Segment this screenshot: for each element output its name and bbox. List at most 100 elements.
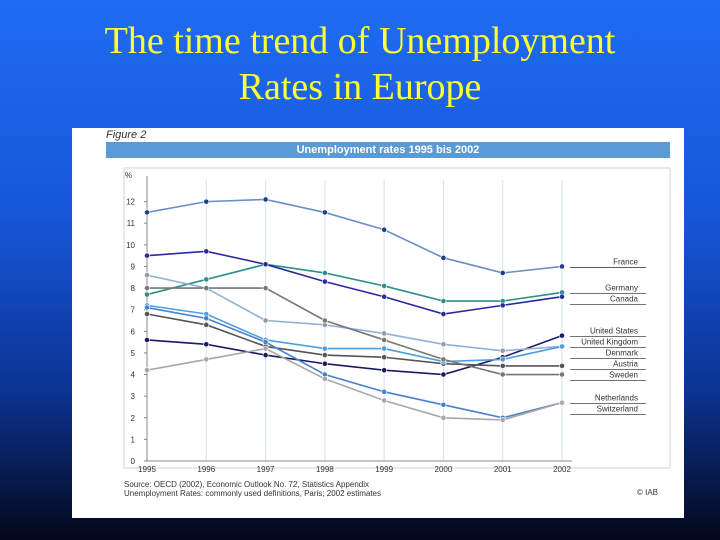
series-4-point-7 bbox=[559, 362, 565, 369]
series-line-2 bbox=[146, 250, 563, 315]
series-4-point-1 bbox=[203, 321, 210, 328]
y-tick-label-3: 3 bbox=[131, 392, 136, 401]
y-tick-label-9: 9 bbox=[131, 262, 136, 271]
series-3-point-7 bbox=[559, 332, 565, 339]
series-0-point-0 bbox=[144, 209, 150, 216]
series-0-point-6 bbox=[499, 270, 506, 276]
series-line-9 bbox=[146, 347, 563, 421]
series-5-point-5 bbox=[440, 341, 447, 348]
legend-label-0: France bbox=[613, 257, 638, 266]
series-line-0 bbox=[146, 198, 563, 274]
series-8-point-5 bbox=[440, 401, 447, 408]
x-tick-label-3: 1998 bbox=[316, 465, 334, 474]
series-7-point-6 bbox=[499, 371, 506, 378]
figure-panel: Figure 2 Unemployment rates 1995 bis 200… bbox=[72, 128, 684, 518]
series-2-point-5 bbox=[440, 311, 447, 317]
x-tick-label-7: 2002 bbox=[553, 465, 571, 474]
series-2-point-2 bbox=[262, 261, 269, 268]
series-line-6 bbox=[146, 304, 563, 363]
series-5-point-0 bbox=[144, 272, 150, 279]
series-5-point-4 bbox=[381, 330, 388, 337]
series-6-point-3 bbox=[321, 345, 328, 352]
series-7-point-7 bbox=[559, 371, 565, 378]
series-3-point-1 bbox=[203, 341, 210, 348]
legend-label-9: Switzerland bbox=[597, 405, 638, 414]
series-9-point-1 bbox=[203, 356, 210, 363]
legend-label-5: United Kingdom bbox=[581, 338, 638, 347]
legend-label-6: Denmark bbox=[606, 349, 639, 358]
series-8-point-2 bbox=[262, 339, 269, 346]
series-9-point-5 bbox=[440, 414, 447, 421]
y-tick-label-12: 12 bbox=[126, 198, 135, 207]
series-7-point-0 bbox=[144, 285, 150, 291]
series-line-1 bbox=[146, 263, 563, 302]
legend-label-1: Germany bbox=[605, 283, 638, 292]
series-5-point-6 bbox=[499, 347, 506, 354]
series-1-point-3 bbox=[321, 270, 328, 276]
series-7-point-4 bbox=[381, 337, 388, 343]
series-0-point-2 bbox=[262, 196, 269, 203]
series-0-point-1 bbox=[203, 198, 210, 205]
series-4-point-4 bbox=[381, 354, 388, 361]
series-1-point-4 bbox=[381, 283, 388, 289]
y-tick-label-0: 0 bbox=[131, 457, 136, 466]
y-axis-label: % bbox=[125, 171, 132, 180]
series-1-point-5 bbox=[440, 298, 447, 304]
x-tick-label-6: 2001 bbox=[494, 465, 512, 474]
series-3-point-0 bbox=[144, 337, 150, 343]
x-tick-label-2: 1997 bbox=[257, 465, 275, 474]
series-8-point-0 bbox=[144, 304, 150, 311]
legend-label-8: Netherlands bbox=[595, 394, 638, 403]
series-0-point-3 bbox=[321, 209, 328, 216]
series-3-point-3 bbox=[321, 360, 328, 367]
y-tick-label-11: 11 bbox=[127, 219, 136, 228]
figure-label: Figure 2 bbox=[106, 129, 147, 141]
series-8-point-1 bbox=[203, 315, 210, 322]
series-2-point-0 bbox=[144, 252, 150, 259]
series-9-point-6 bbox=[499, 417, 506, 423]
x-tick-label-0: 1995 bbox=[138, 465, 156, 474]
series-4-point-0 bbox=[144, 311, 150, 317]
series-3-point-4 bbox=[381, 367, 388, 374]
series-9-point-2 bbox=[262, 345, 269, 352]
x-tick-label-1: 1996 bbox=[197, 465, 215, 474]
slide-title-line1: The time trend of Unemployment bbox=[104, 20, 616, 62]
series-0-point-7 bbox=[559, 263, 565, 270]
series-6-point-6 bbox=[499, 356, 506, 363]
series-7-point-3 bbox=[321, 317, 328, 324]
x-tick-label-4: 1999 bbox=[375, 465, 393, 474]
x-tick-label-5: 2000 bbox=[435, 465, 453, 474]
series-6-point-4 bbox=[381, 345, 388, 352]
series-line-8 bbox=[146, 306, 563, 419]
series-0-point-4 bbox=[381, 226, 388, 233]
series-9-point-3 bbox=[321, 375, 328, 382]
copyright-label: © IAB bbox=[636, 488, 658, 497]
series-9-point-4 bbox=[381, 397, 388, 404]
series-2-point-4 bbox=[381, 293, 388, 300]
series-2-point-6 bbox=[499, 302, 506, 309]
y-tick-label-10: 10 bbox=[126, 241, 135, 250]
y-tick-label-6: 6 bbox=[131, 327, 136, 336]
legend-label-3: United States bbox=[590, 327, 638, 336]
series-line-4 bbox=[146, 313, 562, 367]
chart-header: Unemployment rates 1995 bis 2002 bbox=[106, 142, 670, 158]
series-3-point-2 bbox=[262, 352, 269, 358]
legend-label-7: Sweden bbox=[609, 371, 638, 380]
legend-label-2: Canada bbox=[610, 294, 639, 303]
y-tick-label-8: 8 bbox=[131, 284, 136, 293]
series-2-point-7 bbox=[559, 293, 565, 300]
series-6-point-7 bbox=[559, 343, 565, 350]
series-1-point-1 bbox=[203, 276, 210, 283]
y-tick-label-4: 4 bbox=[131, 371, 136, 380]
y-tick-label-1: 1 bbox=[131, 435, 136, 444]
series-4-point-3 bbox=[321, 352, 328, 358]
slide-title: The time trend of Unemployment Rates in … bbox=[0, 18, 720, 110]
series-2-point-1 bbox=[203, 248, 210, 255]
legend-label-4: Austria bbox=[613, 360, 638, 369]
series-9-point-7 bbox=[559, 399, 565, 406]
y-tick-label-7: 7 bbox=[131, 306, 136, 315]
slide-title-line2: Rates in Europe bbox=[238, 66, 482, 108]
series-9-point-0 bbox=[144, 367, 150, 374]
series-7-point-1 bbox=[203, 285, 210, 291]
